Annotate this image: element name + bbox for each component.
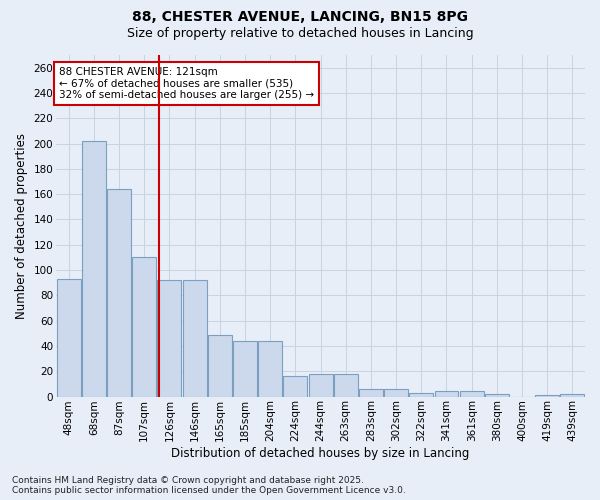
Bar xyxy=(157,280,181,396)
Bar xyxy=(258,341,282,396)
Bar xyxy=(57,279,80,396)
Bar xyxy=(283,376,307,396)
Text: 88 CHESTER AVENUE: 121sqm
← 67% of detached houses are smaller (535)
32% of semi: 88 CHESTER AVENUE: 121sqm ← 67% of detac… xyxy=(59,67,314,100)
X-axis label: Distribution of detached houses by size in Lancing: Distribution of detached houses by size … xyxy=(172,447,470,460)
Text: Size of property relative to detached houses in Lancing: Size of property relative to detached ho… xyxy=(127,28,473,40)
Bar xyxy=(359,389,383,396)
Text: 88, CHESTER AVENUE, LANCING, BN15 8PG: 88, CHESTER AVENUE, LANCING, BN15 8PG xyxy=(132,10,468,24)
Bar xyxy=(485,394,509,396)
Bar xyxy=(334,374,358,396)
Bar xyxy=(233,341,257,396)
Bar xyxy=(460,392,484,396)
Bar xyxy=(384,389,408,396)
Text: Contains HM Land Registry data © Crown copyright and database right 2025.
Contai: Contains HM Land Registry data © Crown c… xyxy=(12,476,406,495)
Bar xyxy=(434,392,458,396)
Bar xyxy=(82,141,106,397)
Bar xyxy=(182,280,206,396)
Bar xyxy=(308,374,332,396)
Bar xyxy=(132,258,156,396)
Bar xyxy=(107,189,131,396)
Y-axis label: Number of detached properties: Number of detached properties xyxy=(15,133,28,319)
Bar xyxy=(208,334,232,396)
Bar xyxy=(409,392,433,396)
Bar xyxy=(560,394,584,396)
